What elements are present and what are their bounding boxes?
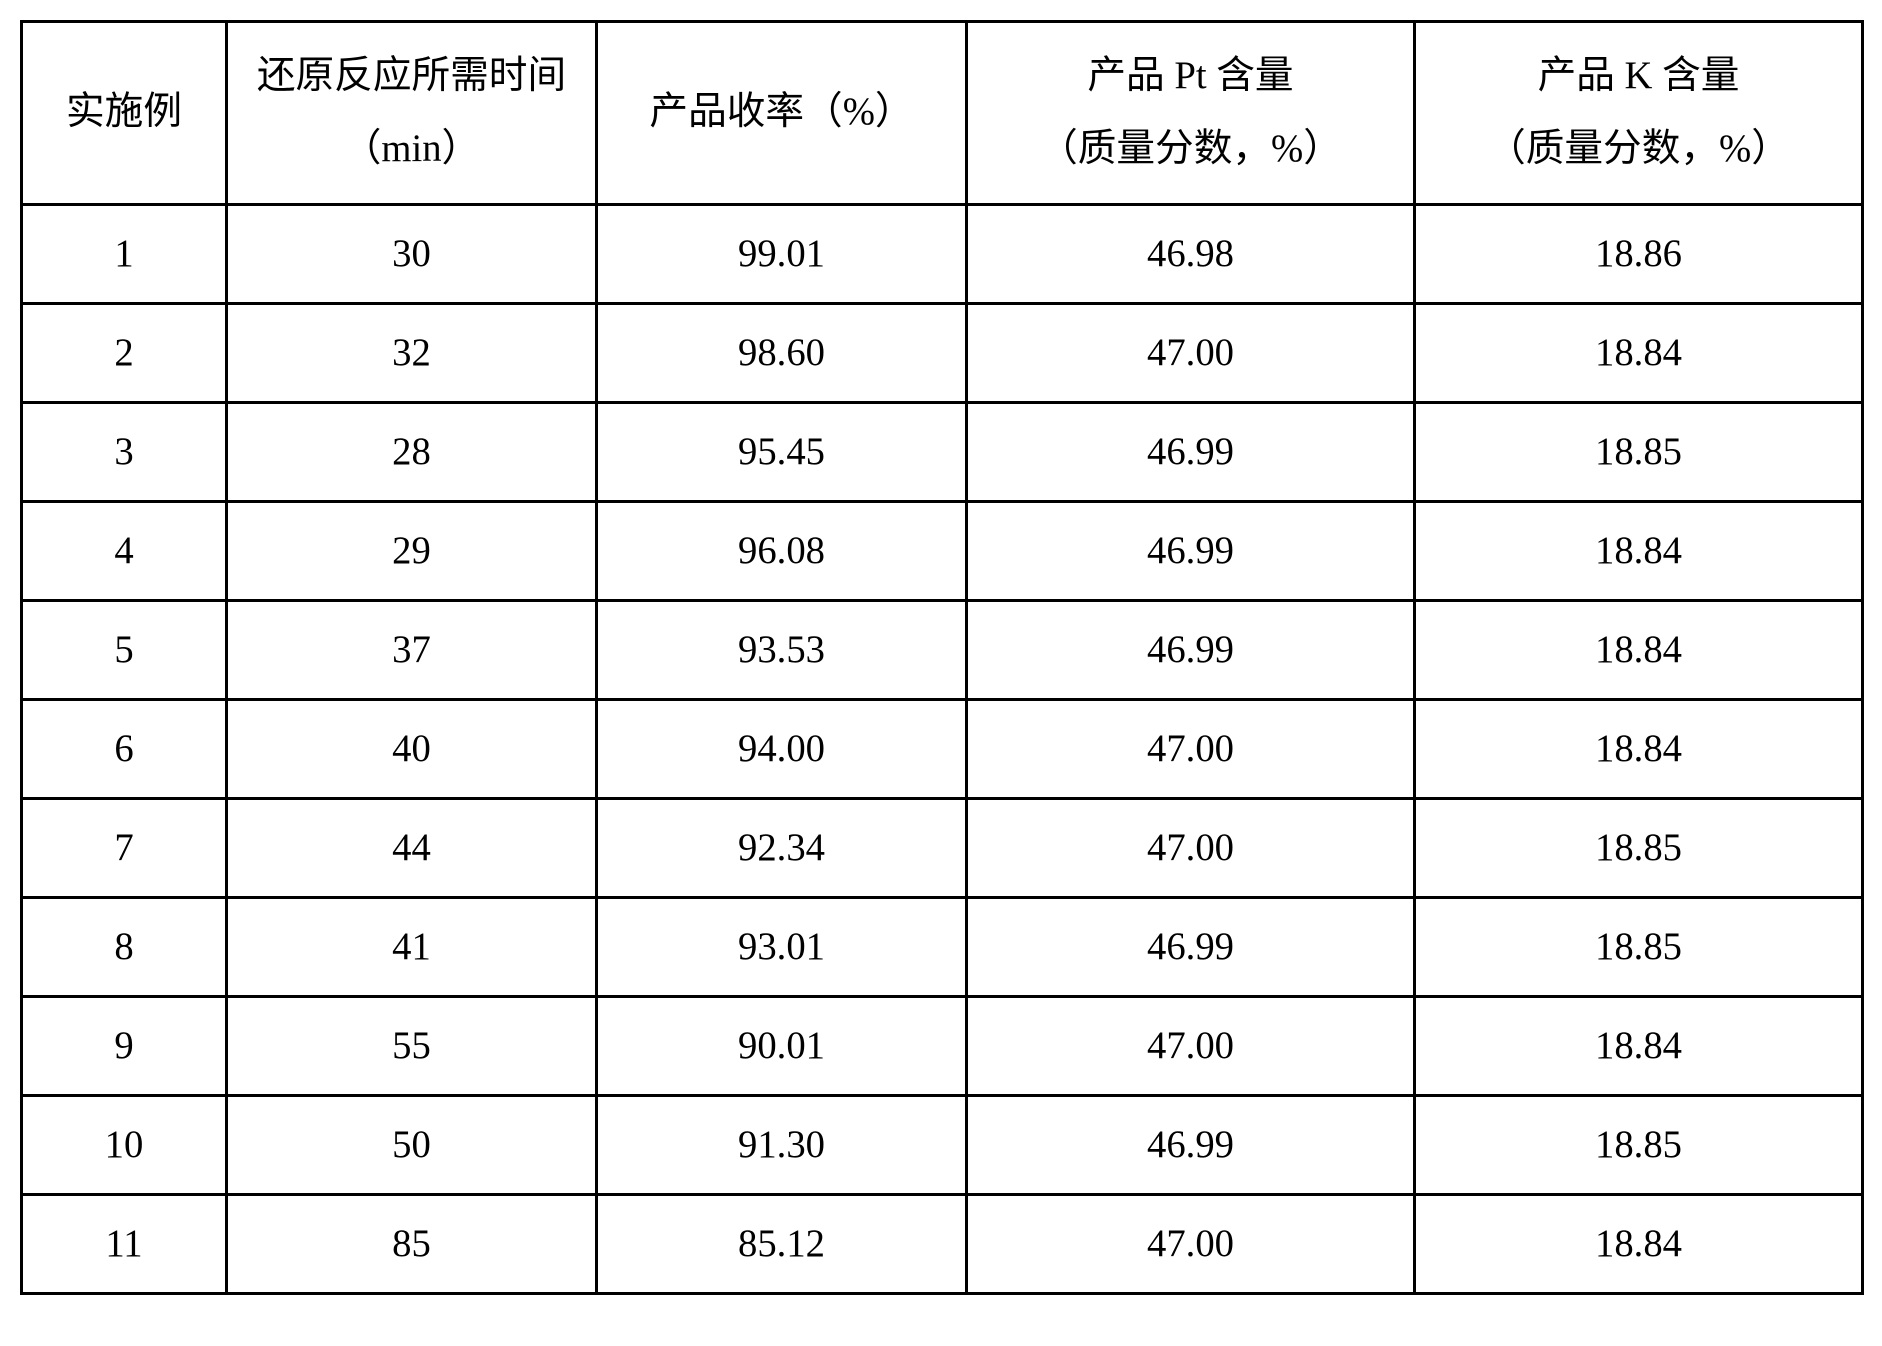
table-cell: 85 — [227, 1195, 597, 1294]
header-time: 还原反应所需时间 （min） — [227, 22, 597, 205]
table-cell: 1 — [22, 205, 227, 304]
header-sublabel: （min） — [228, 113, 595, 186]
results-table: 实施例 还原反应所需时间 （min） 产品收率（%） 产品 Pt 含量 （质量分… — [20, 20, 1864, 1295]
table-row: 74492.3447.0018.85 — [22, 799, 1863, 898]
table-cell: 30 — [227, 205, 597, 304]
header-label: 还原反应所需时间 — [228, 40, 595, 113]
table-cell: 18.84 — [1415, 997, 1863, 1096]
table-cell: 46.99 — [967, 502, 1415, 601]
header-example: 实施例 — [22, 22, 227, 205]
table-cell: 18.85 — [1415, 403, 1863, 502]
table-cell: 90.01 — [597, 997, 967, 1096]
table-cell: 47.00 — [967, 1195, 1415, 1294]
table-cell: 95.45 — [597, 403, 967, 502]
table-body: 13099.0146.9818.8623298.6047.0018.843289… — [22, 205, 1863, 1294]
header-k: 产品 K 含量 （质量分数，%） — [1415, 22, 1863, 205]
table-cell: 6 — [22, 700, 227, 799]
table-cell: 94.00 — [597, 700, 967, 799]
table-cell: 85.12 — [597, 1195, 967, 1294]
table-cell: 46.99 — [967, 1096, 1415, 1195]
header-label: 产品 Pt 含量 — [968, 40, 1413, 113]
table-cell: 18.85 — [1415, 898, 1863, 997]
table-row: 53793.5346.9918.84 — [22, 601, 1863, 700]
table-cell: 96.08 — [597, 502, 967, 601]
table-cell: 18.85 — [1415, 799, 1863, 898]
header-sublabel: （质量分数，%） — [1416, 113, 1861, 186]
header-sublabel: （质量分数，%） — [968, 113, 1413, 186]
table-cell: 46.98 — [967, 205, 1415, 304]
table-row: 23298.6047.0018.84 — [22, 304, 1863, 403]
table-row: 64094.0047.0018.84 — [22, 700, 1863, 799]
table-row: 105091.3046.9918.85 — [22, 1096, 1863, 1195]
table-cell: 18.85 — [1415, 1096, 1863, 1195]
table-cell: 18.84 — [1415, 601, 1863, 700]
table-cell: 93.01 — [597, 898, 967, 997]
table-cell: 46.99 — [967, 601, 1415, 700]
header-yield: 产品收率（%） — [597, 22, 967, 205]
table-cell: 47.00 — [967, 304, 1415, 403]
table-cell: 10 — [22, 1096, 227, 1195]
header-label: 产品 K 含量 — [1416, 40, 1861, 113]
table-row: 118585.1247.0018.84 — [22, 1195, 1863, 1294]
header-pt: 产品 Pt 含量 （质量分数，%） — [967, 22, 1415, 205]
table-cell: 18.84 — [1415, 304, 1863, 403]
table-cell: 93.53 — [597, 601, 967, 700]
table-cell: 41 — [227, 898, 597, 997]
table-cell: 8 — [22, 898, 227, 997]
table-cell: 91.30 — [597, 1096, 967, 1195]
table-cell: 9 — [22, 997, 227, 1096]
table-cell: 40 — [227, 700, 597, 799]
table-row: 42996.0846.9918.84 — [22, 502, 1863, 601]
table-cell: 29 — [227, 502, 597, 601]
table-cell: 47.00 — [967, 700, 1415, 799]
table-cell: 47.00 — [967, 799, 1415, 898]
header-label: 产品收率（%） — [598, 76, 965, 149]
table-cell: 47.00 — [967, 997, 1415, 1096]
table-cell: 46.99 — [967, 898, 1415, 997]
table-cell: 18.84 — [1415, 700, 1863, 799]
table-cell: 50 — [227, 1096, 597, 1195]
table-cell: 37 — [227, 601, 597, 700]
table-cell: 18.86 — [1415, 205, 1863, 304]
table-cell: 3 — [22, 403, 227, 502]
header-row: 实施例 还原反应所需时间 （min） 产品收率（%） 产品 Pt 含量 （质量分… — [22, 22, 1863, 205]
table-cell: 7 — [22, 799, 227, 898]
table-cell: 18.84 — [1415, 502, 1863, 601]
table-row: 84193.0146.9918.85 — [22, 898, 1863, 997]
table-cell: 28 — [227, 403, 597, 502]
table-cell: 11 — [22, 1195, 227, 1294]
table-cell: 5 — [22, 601, 227, 700]
table-cell: 18.84 — [1415, 1195, 1863, 1294]
table-cell: 92.34 — [597, 799, 967, 898]
table-cell: 32 — [227, 304, 597, 403]
table-cell: 99.01 — [597, 205, 967, 304]
table-cell: 2 — [22, 304, 227, 403]
table-cell: 4 — [22, 502, 227, 601]
table-row: 13099.0146.9818.86 — [22, 205, 1863, 304]
table-row: 95590.0147.0018.84 — [22, 997, 1863, 1096]
table-row: 32895.4546.9918.85 — [22, 403, 1863, 502]
table-cell: 46.99 — [967, 403, 1415, 502]
header-label: 实施例 — [23, 76, 225, 149]
table-cell: 98.60 — [597, 304, 967, 403]
table-cell: 55 — [227, 997, 597, 1096]
table-cell: 44 — [227, 799, 597, 898]
